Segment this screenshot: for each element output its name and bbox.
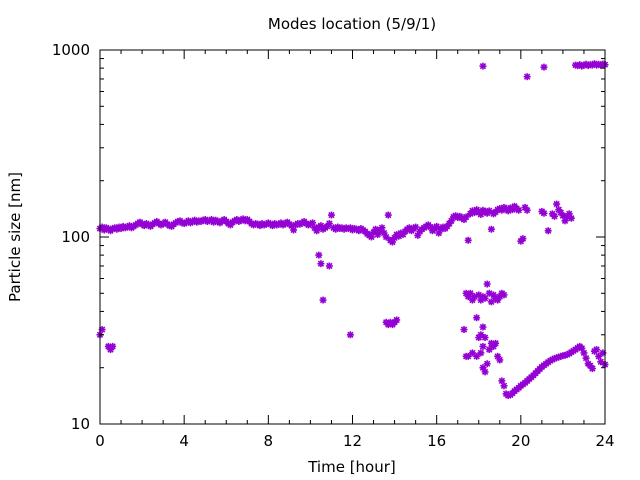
x-tick-label: 16: [427, 432, 446, 450]
data-point: [464, 236, 472, 244]
plot-frame: [99, 49, 606, 425]
data-point: [109, 342, 117, 350]
data-point: [523, 206, 531, 214]
data-point: [496, 356, 504, 364]
data-point: [519, 235, 527, 243]
data-point: [479, 62, 487, 70]
data-point: [384, 211, 392, 219]
data-point: [317, 260, 325, 268]
data-point: [500, 382, 508, 390]
y-tick-label: 100: [61, 228, 90, 246]
data-point: [479, 323, 487, 331]
data-point: [588, 365, 596, 373]
data-point: [593, 346, 601, 354]
axis-ticks: 0 4 8 12 16 20 24 10 100 1000: [52, 41, 615, 450]
data-point: [468, 349, 476, 357]
data-point: [487, 225, 495, 233]
data-point: [523, 73, 531, 81]
data-point: [544, 227, 552, 235]
data-point: [483, 360, 491, 368]
x-tick-label: 20: [511, 432, 530, 450]
data-point: [582, 354, 590, 362]
data-point: [580, 349, 588, 357]
data-point: [492, 339, 500, 347]
x-tick-label: 24: [595, 432, 614, 450]
data-point: [327, 211, 335, 219]
data-point: [551, 212, 558, 220]
data-point: [393, 316, 401, 324]
data-point: [477, 331, 485, 339]
data-point: [473, 352, 481, 360]
x-tick-label: 4: [179, 432, 189, 450]
data-point: [346, 331, 354, 339]
data-point: [481, 294, 489, 302]
x-tick-label: 8: [264, 432, 274, 450]
data-point: [473, 314, 481, 322]
data-point: [567, 214, 575, 222]
data-point: [553, 200, 561, 208]
data-point: [319, 296, 327, 304]
data-point: [479, 342, 487, 350]
y-axis-label: Particle size [nm]: [6, 172, 24, 302]
data-points: [96, 60, 609, 400]
data-point: [460, 326, 468, 334]
data-point: [325, 262, 333, 270]
chart-title: Modes location (5/9/1): [268, 15, 436, 33]
x-tick-label: 0: [95, 432, 105, 450]
data-point: [540, 209, 548, 217]
x-tick-label: 12: [343, 432, 362, 450]
data-point: [515, 206, 523, 214]
data-point: [540, 63, 548, 71]
data-point: [433, 222, 441, 230]
x-axis-label: Time [hour]: [307, 458, 396, 476]
data-point: [500, 291, 508, 299]
data-point: [315, 251, 323, 259]
data-point: [477, 349, 485, 357]
data-point: [483, 280, 491, 288]
data-point: [481, 334, 489, 342]
data-point: [481, 368, 489, 376]
y-tick-label: 10: [71, 415, 90, 433]
y-tick-label: 1000: [52, 41, 90, 59]
